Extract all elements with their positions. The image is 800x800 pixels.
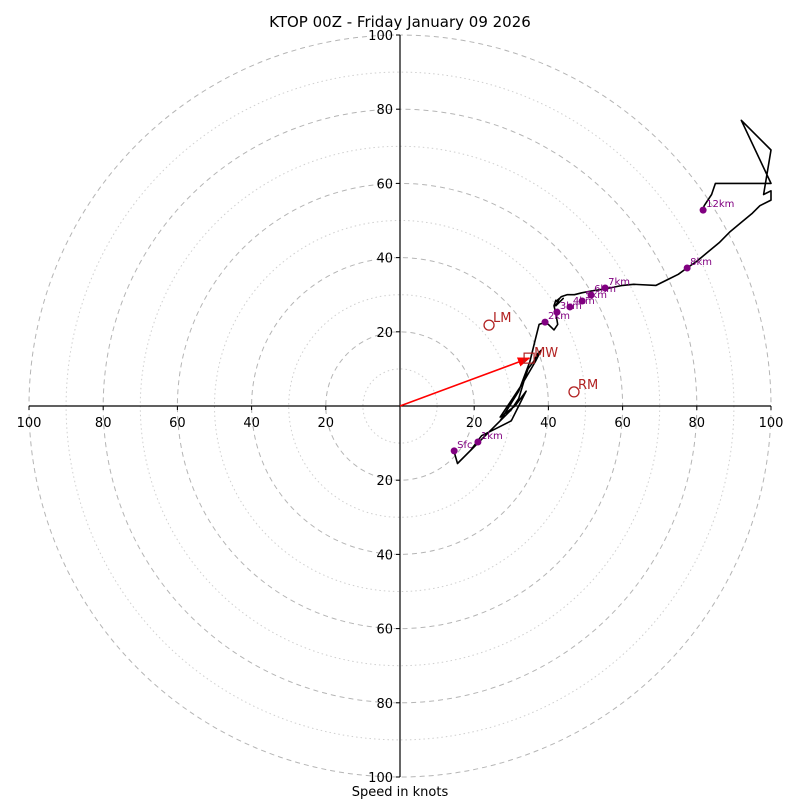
- height-marker-label: 7km: [608, 277, 630, 288]
- y-tick-label: 100: [368, 771, 393, 786]
- y-tick-label: 20: [376, 326, 393, 341]
- x-axis-label: Speed in knots: [352, 785, 449, 800]
- mean-wind-arrow: [399, 357, 531, 407]
- x-tick-label: 40: [540, 416, 557, 431]
- mean-wind-marker: [523, 352, 535, 364]
- right-mover-marker: [568, 386, 580, 398]
- height-marker-label: 2km: [548, 311, 570, 322]
- height-marker-label: 8km: [690, 257, 712, 268]
- y-tick-label: 40: [376, 548, 393, 563]
- mean-wind-label: MW: [534, 346, 558, 361]
- height-marker: [474, 438, 482, 446]
- y-tick-label: 100: [368, 29, 393, 44]
- height-marker: [699, 206, 707, 214]
- y-tick-label: 20: [376, 474, 393, 489]
- y-tick-label: 80: [376, 103, 393, 118]
- storm-motion-group: MW LM RM: [399, 311, 598, 407]
- y-tick-label: 40: [376, 252, 393, 267]
- y-tick-label: 80: [376, 697, 393, 712]
- y-tick-label: 60: [376, 177, 393, 192]
- y-tick-label: 60: [376, 623, 393, 638]
- x-tick-label: 80: [95, 416, 112, 431]
- x-tick-label: 20: [318, 416, 335, 431]
- tick-labels: 100 80 60 40 20 20 40 60 80 100 100 80 60 40 20 20 40 60 8…: [17, 29, 784, 786]
- height-marker: [450, 447, 458, 455]
- left-mover-label: LM: [493, 311, 511, 326]
- height-marker-label: Sfc: [457, 440, 472, 451]
- x-tick-label: 60: [169, 416, 186, 431]
- height-markers: Sfc1km2km3km4km5km6km7km8km12km: [450, 199, 734, 455]
- x-tick-label: 100: [17, 416, 42, 431]
- height-marker-label: 5km: [585, 290, 607, 301]
- height-marker: [587, 291, 595, 299]
- height-marker-label: 1km: [481, 431, 503, 442]
- height-marker: [553, 308, 561, 316]
- x-tick-label: 20: [466, 416, 483, 431]
- left-mover-marker: [483, 319, 495, 331]
- height-marker: [683, 264, 691, 272]
- x-tick-label: 60: [614, 416, 631, 431]
- height-marker: [601, 284, 609, 292]
- x-tick-label: 40: [243, 416, 260, 431]
- height-marker-label: 12km: [706, 199, 734, 210]
- right-mover-label: RM: [578, 378, 598, 393]
- x-tick-label: 80: [689, 416, 706, 431]
- height-marker: [566, 303, 574, 311]
- height-marker: [578, 297, 586, 305]
- hodograph-trace-group: [453, 119, 772, 465]
- height-marker: [541, 318, 549, 326]
- x-tick-label: 100: [759, 416, 784, 431]
- chart-title: KTOP 00Z - Friday January 09 2026: [269, 13, 531, 31]
- hodograph-trace: [453, 119, 772, 465]
